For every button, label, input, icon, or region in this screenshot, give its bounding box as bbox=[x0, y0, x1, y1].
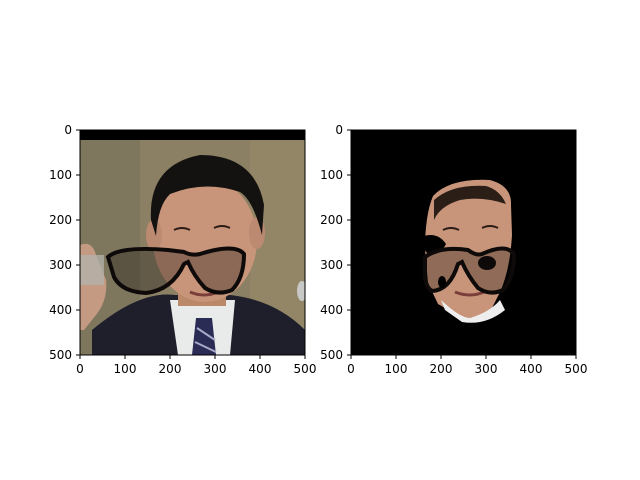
x-tick-label: 300 bbox=[204, 362, 227, 376]
x-tick-label: 200 bbox=[159, 362, 182, 376]
x-tick-label: 100 bbox=[385, 362, 408, 376]
y-tick-label: 200 bbox=[49, 213, 72, 227]
x-tick-label: 400 bbox=[249, 362, 272, 376]
x-tick-label: 100 bbox=[114, 362, 137, 376]
right-image bbox=[351, 130, 576, 355]
x-tick-label: 0 bbox=[76, 362, 84, 376]
y-tick-label: 500 bbox=[320, 348, 343, 362]
y-tick-label: 100 bbox=[320, 168, 343, 182]
y-tick-label: 400 bbox=[49, 303, 72, 317]
y-tick-label: 500 bbox=[49, 348, 72, 362]
x-tick-label: 400 bbox=[520, 362, 543, 376]
x-tick-label: 0 bbox=[347, 362, 355, 376]
right-y-ticks: 0 100 200 300 400 500 bbox=[320, 123, 351, 362]
y-tick-label: 300 bbox=[320, 258, 343, 272]
y-tick-label: 200 bbox=[320, 213, 343, 227]
y-tick-label: 0 bbox=[335, 123, 343, 137]
left-x-ticks: 0 100 200 300 400 500 bbox=[76, 355, 316, 376]
left-y-ticks: 0 100 200 300 400 500 bbox=[49, 123, 80, 362]
x-tick-label: 300 bbox=[475, 362, 498, 376]
y-tick-label: 100 bbox=[49, 168, 72, 182]
x-tick-label: 500 bbox=[294, 362, 317, 376]
right-x-ticks: 0 100 200 300 400 500 bbox=[347, 355, 587, 376]
y-tick-label: 400 bbox=[320, 303, 343, 317]
y-tick-label: 300 bbox=[49, 258, 72, 272]
y-tick-label: 0 bbox=[64, 123, 72, 137]
left-panel: 0 100 200 300 400 500 0 100 200 300 400 500 bbox=[49, 123, 316, 376]
x-tick-label: 500 bbox=[565, 362, 588, 376]
x-tick-label: 200 bbox=[430, 362, 453, 376]
left-image bbox=[80, 130, 307, 355]
right-panel: 0 100 200 300 400 500 0 100 200 300 400 500 bbox=[320, 123, 587, 376]
